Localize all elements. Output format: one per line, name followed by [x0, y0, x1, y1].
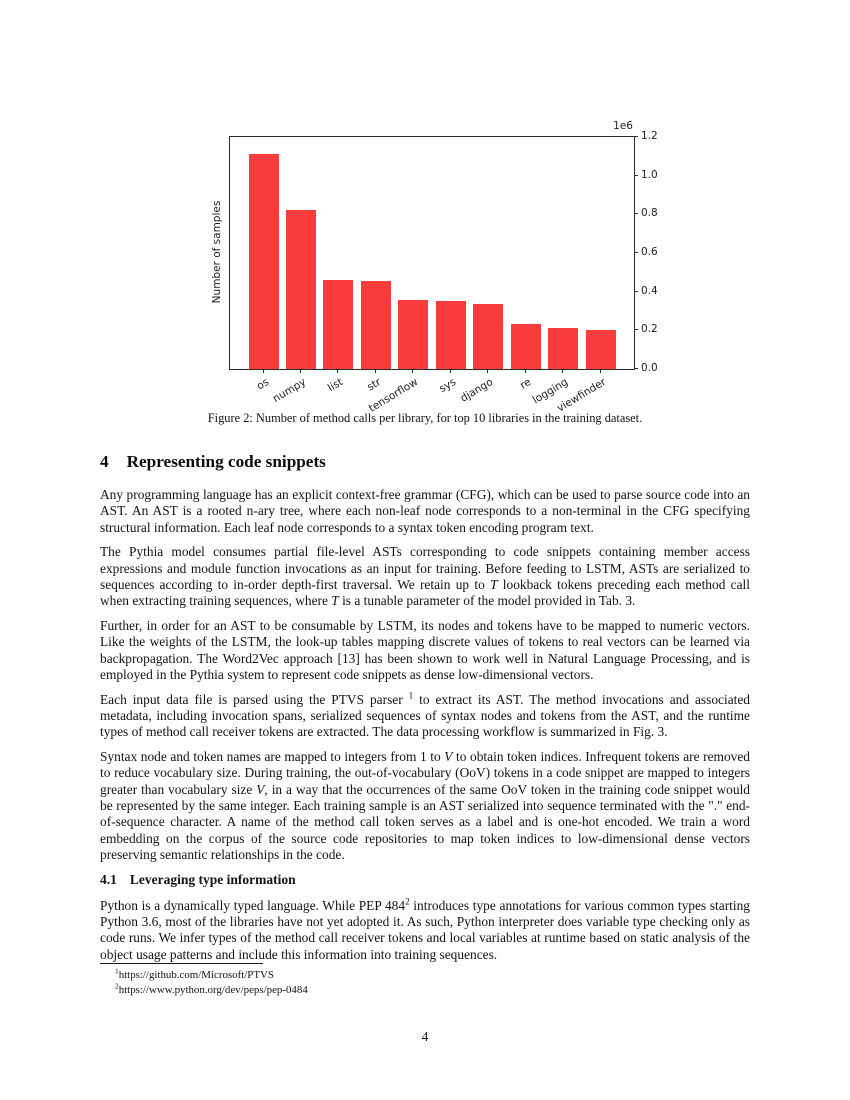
y-tick-mark — [634, 174, 638, 176]
footnote-reference[interactable]: 2 — [405, 896, 410, 907]
paragraph-cfg-ast: Any programming language has an explicit… — [100, 487, 750, 536]
bar-django — [473, 304, 504, 369]
section-title: Representing code snippets — [126, 452, 326, 471]
x-tick-mark — [524, 369, 526, 373]
paragraph-ptvs-parser: Each input data file is parsed using the… — [100, 690, 751, 741]
text-segment: to obtain token indices. Infrequent toke… — [100, 749, 750, 797]
x-tick-mark — [449, 369, 451, 373]
y-tick-mark — [634, 252, 638, 253]
x-tick-mark — [374, 369, 376, 373]
paragraph-type-information: Python is a dynamically typed language. … — [100, 896, 750, 963]
math-variable: V — [256, 781, 265, 797]
y-axis-offset-label: 1e6 — [613, 120, 633, 132]
y-tick-label: 0.8 — [641, 207, 658, 220]
subsection-heading: 4.1 Leveraging type information — [100, 872, 750, 888]
footnote-1: 1https://github.com/Microsoft/PTVS — [100, 966, 750, 983]
figure-caption: Figure 2: Number of method calls per lib… — [207, 411, 643, 425]
text-segment: Any programming language has an explicit… — [100, 487, 750, 535]
text-segment: to extract its AST. The method invocatio… — [100, 691, 751, 740]
y-tick-label: 1.2 — [641, 130, 658, 142]
y-tick-mark — [634, 213, 638, 215]
math-variable: T — [490, 576, 498, 592]
plot-area — [229, 136, 635, 370]
paragraph-pythia-model: The Pythia model consumes partial file-l… — [100, 544, 750, 609]
footnote-rule — [100, 963, 263, 964]
y-tick-label: 1.0 — [641, 168, 658, 181]
y-tick-mark — [634, 329, 638, 331]
bar-re — [510, 324, 541, 369]
bar-tensorflow — [398, 300, 429, 369]
subsection-number: 4.1 — [100, 871, 117, 887]
x-tick-mark — [262, 369, 264, 373]
x-tick-mark — [412, 369, 414, 373]
footnotes: 1https://github.com/Microsoft/PTVS 2http… — [100, 963, 750, 998]
bar-list — [323, 280, 354, 369]
text-segment: introduces type annotations for various … — [100, 897, 750, 962]
footnote-2-url[interactable]: https://www.python.org/dev/peps/pep-0484 — [118, 983, 308, 996]
footnote-2-marker: 2 — [115, 981, 119, 991]
section-number: 4 — [100, 452, 109, 471]
footnote-1-marker: 1 — [115, 966, 119, 976]
math-variable: T — [331, 593, 339, 609]
y-axis-label: Number of samples — [211, 200, 223, 304]
footnote-1-url[interactable]: https://github.com/Microsoft/PTVS — [118, 969, 274, 981]
subsection-title: Leveraging type information — [129, 871, 296, 887]
bar-viewfinder — [585, 329, 616, 369]
text-segment: The Pythia model consumes partial file-l… — [100, 544, 750, 592]
bar-numpy — [285, 210, 316, 369]
footnote-2: 2https://www.python.org/dev/peps/pep-048… — [100, 981, 750, 998]
y-tick-label: 0.0 — [641, 362, 658, 374]
text-segment: Syntax node and token names are mapped t… — [100, 749, 445, 765]
y-tick-mark — [634, 368, 638, 369]
bar-os — [248, 154, 279, 369]
bar-sys — [435, 300, 466, 369]
y-tick-mark — [634, 136, 638, 137]
y-tick-label: 0.4 — [641, 284, 658, 297]
x-tick-mark — [337, 369, 339, 373]
bar-str — [360, 281, 391, 369]
text-segment: Further, in order for an AST to be consu… — [100, 618, 750, 682]
figure-2: Number of samples 1e6 os numpy list str tens… — [182, 118, 702, 415]
text-column: 4 Representing code snippets Any programm… — [100, 452, 750, 971]
text-segment: Each input data file is parsed using the… — [100, 691, 409, 707]
y-tick-label: 0.2 — [641, 323, 658, 336]
section-heading: 4 Representing code snippets — [100, 452, 750, 472]
paragraph-vocabulary: Syntax node and token names are mapped t… — [100, 749, 750, 863]
text-segment: lookback tokens preceding each method ca… — [100, 576, 750, 609]
x-tick-mark — [299, 369, 301, 373]
y-tick-mark — [634, 290, 638, 292]
y-tick-label: 0.6 — [641, 246, 658, 258]
page-number: 4 — [421, 1029, 429, 1044]
paragraph-word2vec: Further, in order for an AST to be consu… — [100, 618, 750, 683]
bar-logging — [548, 328, 579, 369]
x-tick-mark — [562, 369, 564, 373]
text-segment: is a tunable parameter of the model prov… — [338, 593, 636, 609]
math-variable: V — [444, 749, 453, 765]
x-tick-mark — [599, 369, 601, 373]
text-segment: Python is a dynamically typed language. … — [100, 897, 406, 913]
text-segment: , in a way that the occurrences of the s… — [100, 781, 750, 862]
footnote-reference[interactable]: 1 — [408, 690, 414, 701]
x-tick-mark — [487, 369, 489, 373]
